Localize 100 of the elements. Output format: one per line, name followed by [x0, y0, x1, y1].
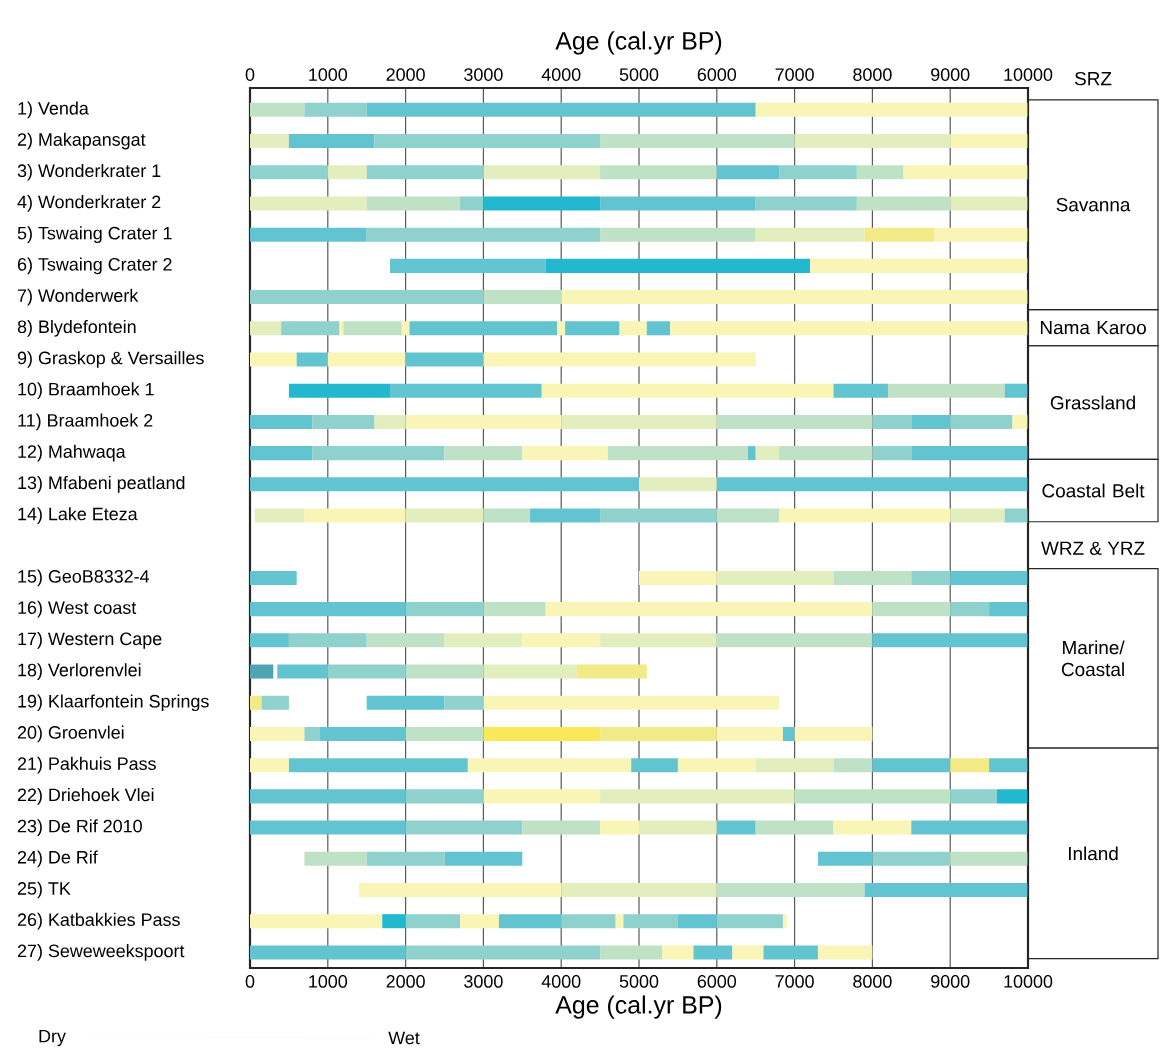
bar	[261, 695, 289, 710]
bar	[250, 789, 406, 804]
bar	[747, 446, 756, 461]
text: Grassland	[1050, 395, 1135, 410]
bar	[600, 633, 717, 648]
bar	[250, 321, 282, 336]
bar	[483, 196, 601, 211]
bar	[911, 414, 951, 429]
text: Dry	[39, 1029, 66, 1047]
x2-tick-label: 1000	[309, 68, 348, 81]
x-tick-label: 10000	[1004, 975, 1053, 988]
bar	[782, 726, 795, 741]
y-tick-label: 2) Makapansgat	[17, 132, 146, 150]
y-tick-label: 25) TK	[17, 881, 71, 899]
y-tick-label: 16) West coast	[18, 600, 137, 618]
bar	[755, 820, 834, 835]
bar	[903, 165, 1029, 180]
text: Inland	[1069, 846, 1118, 861]
text: Coastal Belt	[1042, 483, 1145, 498]
x-tick-label: 1000	[309, 975, 348, 988]
x-tick-label: 6000	[697, 975, 737, 988]
y-tick-label: 21) Pakhuis Pass	[17, 756, 156, 774]
y-tick-label: 13) Mfabeni peatland	[18, 475, 185, 493]
bar	[288, 633, 367, 648]
bar	[716, 820, 756, 835]
bar	[327, 165, 367, 180]
bar	[639, 477, 717, 492]
bar	[405, 414, 562, 429]
bar	[716, 570, 834, 585]
bar	[1004, 383, 1029, 398]
bar	[250, 633, 289, 648]
y-tick-label: 20) Groenvlei	[17, 725, 124, 743]
bar	[405, 508, 484, 523]
text: Wet	[388, 1031, 420, 1045]
y-tick-label: 8) Blydefontein	[17, 319, 136, 337]
bar	[872, 633, 1029, 648]
y-tick-label: 23) De Rif 2010	[17, 819, 142, 836]
x2-axis-title: Age (cal.yr BP)	[555, 31, 722, 55]
bar	[250, 945, 406, 960]
bar	[405, 789, 484, 804]
bar	[872, 758, 951, 773]
bar	[576, 664, 647, 679]
y-tick-label: 1) Venda	[18, 101, 89, 119]
bar	[950, 196, 1029, 211]
bar	[600, 789, 795, 804]
bar	[254, 508, 305, 523]
x2-tick-label: 8000	[853, 68, 892, 81]
x-tick-label: 0	[245, 975, 255, 988]
bar	[405, 602, 484, 617]
bar	[755, 227, 865, 242]
bar	[755, 102, 1029, 117]
bar	[561, 882, 717, 898]
x-tick-label: 7000	[775, 975, 814, 988]
bar	[856, 196, 951, 211]
bar	[670, 321, 1029, 336]
y-tick-label: 6) Tswaing Crater 2	[17, 257, 172, 275]
bar	[794, 134, 951, 149]
bar	[250, 227, 367, 242]
bar	[716, 508, 780, 523]
bar	[716, 165, 780, 180]
y-tick-label: 24) De Rif	[17, 850, 98, 868]
bar	[281, 321, 340, 336]
x2-tick-label: 3000	[464, 68, 503, 81]
bar	[522, 446, 608, 461]
y-tick-label: 5) Tswaing Crater 1	[17, 226, 172, 244]
bar	[250, 695, 262, 710]
bar	[250, 414, 313, 429]
y-tick-label: 27) Seweweekspoort	[17, 944, 185, 961]
x2-tick-label: 4000	[541, 68, 581, 81]
bar	[794, 726, 873, 741]
x-tick-label: 5000	[619, 975, 659, 988]
bar	[545, 258, 811, 273]
bar	[950, 570, 1029, 585]
bar	[304, 726, 321, 741]
bar	[250, 820, 406, 835]
bar	[600, 820, 640, 835]
bar	[374, 414, 406, 429]
bar	[405, 945, 601, 960]
bar	[565, 321, 620, 336]
bar	[250, 477, 640, 492]
bar	[600, 726, 717, 741]
y-tick-label: 22) Driehoek Vlei	[17, 788, 154, 805]
bar	[646, 321, 671, 336]
x2-tick-label: 7000	[775, 68, 814, 81]
bar	[950, 508, 1005, 523]
bar	[409, 321, 558, 336]
bar	[250, 602, 406, 617]
bar	[996, 789, 1029, 804]
bar	[312, 414, 375, 429]
bar	[250, 570, 297, 585]
x2-tick-label: 10000	[1004, 68, 1053, 81]
text: SRZ	[1075, 71, 1112, 86]
x-tick-label: 4000	[541, 975, 581, 988]
y-tick-label: 26) Katbakkies Pass	[17, 912, 180, 930]
x-tick-label: 9000	[931, 975, 970, 988]
bar	[833, 758, 873, 773]
bar	[483, 726, 601, 741]
text: Savanna	[1056, 198, 1131, 212]
y-tick-label: 12) Mahwaqa	[18, 444, 126, 462]
bar	[250, 446, 313, 461]
